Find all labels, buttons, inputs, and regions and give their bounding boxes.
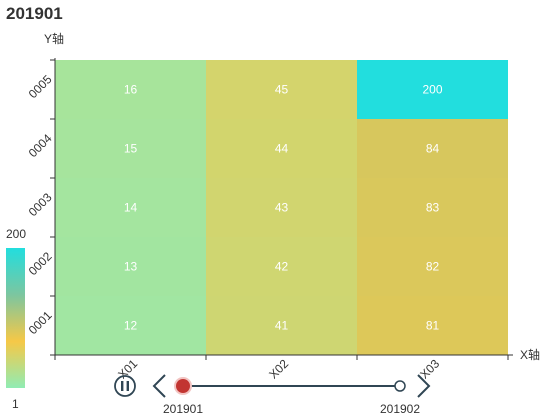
heatmap-cell (206, 237, 357, 296)
visual-map-bar (6, 248, 25, 388)
cell-value-label: 82 (426, 260, 440, 274)
cell-value-label: 14 (124, 201, 138, 215)
cell-value-label: 16 (124, 83, 138, 97)
cell-value-label: 13 (124, 260, 138, 274)
cell-value-label: 41 (275, 319, 289, 333)
cell-value-label: 44 (275, 142, 289, 156)
y-tick-label: 0004 (26, 131, 55, 160)
heatmap-cell (55, 296, 206, 355)
y-tick-label: 0002 (26, 249, 55, 278)
cell-value-label: 83 (426, 201, 440, 215)
y-axis-name: Y轴 (44, 31, 64, 46)
timeline-current-marker[interactable] (176, 379, 190, 393)
cell-value-label: 12 (124, 319, 138, 333)
cell-value-label: 45 (275, 83, 289, 97)
cell-value-label: 81 (426, 319, 440, 333)
timeline-point[interactable] (394, 380, 406, 392)
timeline-label: 201902 (380, 402, 420, 416)
heatmap-cell (357, 60, 508, 119)
chevron-left-icon[interactable] (152, 374, 166, 398)
heatmap-cell (55, 60, 206, 119)
heatmap-cell (206, 178, 357, 237)
heatmap-cell (206, 119, 357, 178)
x-tick-label: X02 (266, 356, 291, 381)
cell-value-label: 43 (275, 201, 289, 215)
timeline: 201901 201902 (114, 374, 431, 416)
heatmap-cell (206, 296, 357, 355)
heatmap-cell (357, 296, 508, 355)
cell-value-label: 15 (124, 142, 138, 156)
visual-map-min-label: 1 (12, 397, 19, 411)
cell-value-label: 200 (422, 83, 442, 97)
heatmap-cell (55, 119, 206, 178)
heatmap-cell (357, 119, 508, 178)
cell-value-label: 42 (275, 260, 289, 274)
pause-icon[interactable] (114, 375, 136, 397)
chevron-right-icon[interactable] (417, 374, 431, 398)
heatmap-cell (357, 237, 508, 296)
heatmap-cell (55, 237, 206, 296)
visual-map-max-label: 200 (6, 227, 26, 241)
heatmap-cell (55, 178, 206, 237)
y-tick-label: 0003 (26, 190, 55, 219)
y-tick-label: 0005 (26, 72, 55, 101)
heatmap-cell (357, 178, 508, 237)
x-axis-name: X轴 (520, 347, 540, 362)
cell-value-label: 84 (426, 142, 440, 156)
heatmap-cell (206, 60, 357, 119)
y-tick-label: 0001 (26, 308, 55, 337)
chart-title: 201901 (6, 4, 63, 23)
timeline-label: 201901 (163, 402, 203, 416)
